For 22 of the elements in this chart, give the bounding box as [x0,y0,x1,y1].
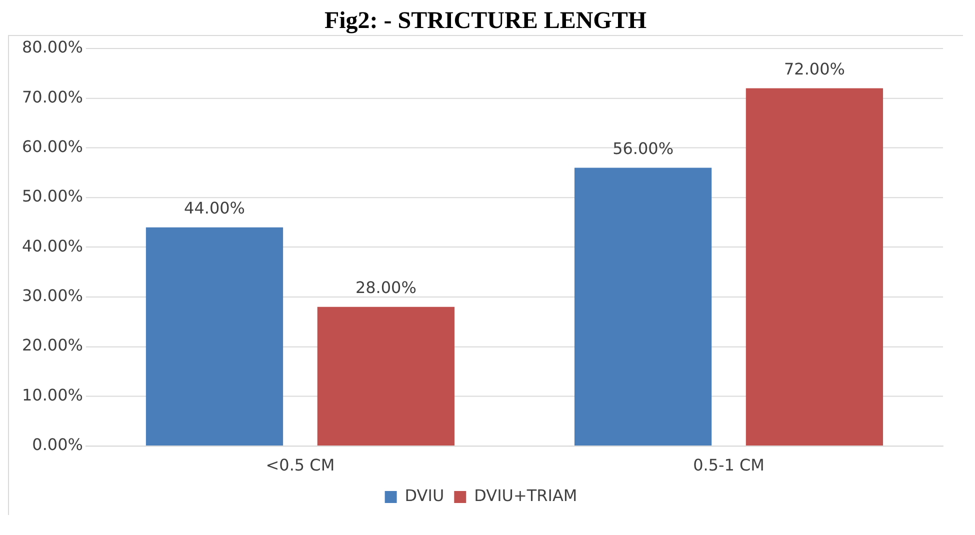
legend-label: DVIU [404,486,444,506]
bar [317,306,454,446]
x-tick-label: 0.5-1 CM [693,456,764,475]
y-tick-label: 0.00% [32,435,83,454]
data-label: 56.00% [612,138,674,158]
data-label: 72.00% [784,60,845,78]
y-tick-label: 20.00% [22,336,83,355]
y-tick-label: 50.00% [22,186,83,206]
data-label: 28.00% [355,278,416,298]
y-tick-label: 30.00% [22,286,83,306]
data-label: 44.00% [184,198,245,218]
bar [146,227,284,446]
chart-title: Fig2: - STRICTURE LENGTH [323,8,648,35]
y-tick-label: 80.00% [22,38,83,57]
y-tick-label: 70.00% [22,87,83,106]
y-tick-label: 60.00% [22,137,83,156]
y-tick-label: 40.00% [22,236,83,256]
y-tick-label: 10.00% [22,385,83,404]
x-tick-label: <0.5 CM [266,456,335,475]
bar [574,168,712,446]
legend-label: DVIU+TRIAM [474,486,578,506]
bar [746,88,884,446]
